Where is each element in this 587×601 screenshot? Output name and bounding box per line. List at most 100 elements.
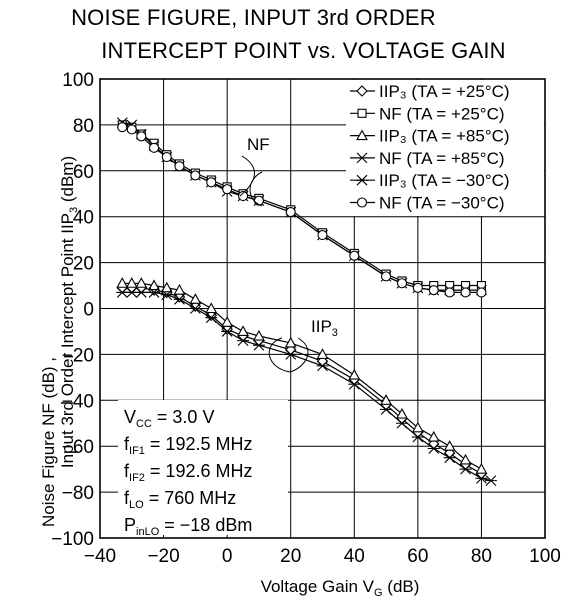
data-point-triangle <box>316 348 329 359</box>
data-point-asterisk <box>475 472 488 484</box>
data-point-asterisk <box>395 417 408 429</box>
data-point-circle <box>253 195 264 206</box>
test-conditions: VCC = 3.0 V fIF1 = 192.5 MHz fIF2 = 192.… <box>118 400 288 538</box>
data-point-circle <box>444 287 455 298</box>
data-point-asterisk <box>348 378 361 390</box>
x-tick-label: 20 <box>280 546 301 567</box>
y-tick-label: 0 <box>83 300 94 321</box>
data-point-asterisk <box>411 431 424 443</box>
y-tick-label: 60 <box>73 162 94 183</box>
data-point-circle <box>161 151 172 163</box>
data-point-x <box>356 152 368 164</box>
x-tick-label: 60 <box>407 546 428 567</box>
data-point-circle <box>222 184 233 195</box>
legend-entry: NF (TA = +85°C) <box>379 149 505 168</box>
x-tick-label: 80 <box>471 546 492 567</box>
data-point-asterisk <box>205 312 218 324</box>
legend-entry: IIP₃ (TA = +85°C) <box>379 127 510 146</box>
y-tick-label: −60 <box>62 437 94 458</box>
data-point-circle <box>206 177 217 188</box>
data-point-triangle <box>356 129 368 141</box>
legend: IIP₃ (TA = +25°C) NF (TA = +25°C) IIP₃ (TA… <box>346 80 544 216</box>
iip3-annotation: IIP3 <box>268 317 338 373</box>
legend-entry: IIP₃ (TA = −30°C) <box>379 171 510 190</box>
data-point-triangle <box>396 407 408 419</box>
data-point-circle <box>428 285 439 296</box>
y-tick-label: −40 <box>62 391 94 412</box>
data-point-asterisk <box>284 349 297 360</box>
data-point-triangle <box>475 463 488 474</box>
nf-label: NF <box>247 135 270 154</box>
data-point-asterisk <box>356 174 368 186</box>
data-point-triangle <box>459 453 472 465</box>
condition-flo: fLO = 760 MHz <box>124 488 236 511</box>
data-point-triangle <box>116 277 129 288</box>
data-point-asterisk <box>148 287 161 298</box>
data-point-circle <box>126 124 137 135</box>
data-point-asterisk <box>427 443 440 454</box>
data-point-circle <box>412 282 423 293</box>
legend-entry: NF (TA = −30°C) <box>379 194 505 213</box>
x-tick-label: −40 <box>84 546 116 567</box>
data-point-triangle <box>443 440 456 451</box>
data-point-circle <box>148 142 160 153</box>
data-point-triangle <box>189 293 202 304</box>
y-axis-label-line-1: Noise Figure NF (dB) , <box>39 357 58 527</box>
x-tick-label: 100 <box>529 546 561 567</box>
data-point-triangle <box>205 302 218 314</box>
data-point-triangle <box>411 421 424 433</box>
iip3-label: IIP3 <box>311 317 338 339</box>
x-tick-label: 0 <box>222 546 233 567</box>
nf-annotation: NF <box>239 135 270 207</box>
data-point-circle <box>381 271 392 282</box>
data-point-triangle <box>221 316 234 327</box>
y-tick-label: −100 <box>51 529 94 550</box>
data-point-circle <box>460 287 471 298</box>
data-point-asterisk <box>316 360 329 372</box>
data-point-circle <box>237 190 249 202</box>
y-tick-label: −80 <box>62 483 94 504</box>
series-5 <box>117 122 487 298</box>
legend-entry: IIP₃ (TA = +25°C) <box>379 82 510 101</box>
y-tick-label: 20 <box>73 254 94 275</box>
data-point-triangle <box>237 325 249 337</box>
y-tick-label: 100 <box>62 70 94 91</box>
data-point-asterisk <box>459 463 472 475</box>
data-point-circle <box>117 122 128 133</box>
x-axis-label: Voltage Gain VG (dB) <box>261 577 420 599</box>
data-point-asterisk <box>443 452 456 464</box>
data-point-asterisk <box>189 303 202 314</box>
data-point-triangle <box>427 430 440 442</box>
data-point-triangle <box>125 277 138 288</box>
y-tick-label: 80 <box>73 116 94 137</box>
data-point-asterisk <box>221 326 234 337</box>
series-line <box>122 291 492 482</box>
legend-background <box>346 80 544 216</box>
data-point-circle <box>174 161 185 172</box>
plot-frame <box>99 78 546 539</box>
data-point-triangle <box>348 368 361 380</box>
data-point-triangle <box>135 277 148 288</box>
data-point-circle <box>317 230 328 241</box>
data-point-asterisk <box>135 287 148 298</box>
data-point-asterisk <box>237 335 250 347</box>
data-point-triangle <box>380 394 393 405</box>
condition-fif2: fIF2 = 192.6 MHz <box>124 461 252 484</box>
data-point-triangle <box>284 336 297 348</box>
chart-title-line-1: NOISE FIGURE, INPUT 3rd ORDER <box>71 5 436 30</box>
data-point-triangle <box>148 279 160 291</box>
chart-title-line-2: INTERCEPT POINT vs. VOLTAGE GAIN <box>101 38 506 63</box>
data-point-triangle <box>160 281 173 293</box>
legend-entry: NF (TA = +25°C) <box>379 104 505 123</box>
y-axis-label-line-2: Input 3rd Order Intercept Point IIP3 (dB… <box>58 156 80 468</box>
y-tick-label: −20 <box>62 345 94 366</box>
x-tick-label: −20 <box>147 546 179 567</box>
data-point-circle <box>396 278 408 289</box>
data-point-diamond <box>356 85 368 97</box>
data-point-circle <box>190 170 201 181</box>
data-point-asterisk <box>173 293 186 305</box>
y-tick-label: 40 <box>73 208 94 229</box>
series-2 <box>116 277 488 474</box>
data-point-circle <box>136 131 147 142</box>
